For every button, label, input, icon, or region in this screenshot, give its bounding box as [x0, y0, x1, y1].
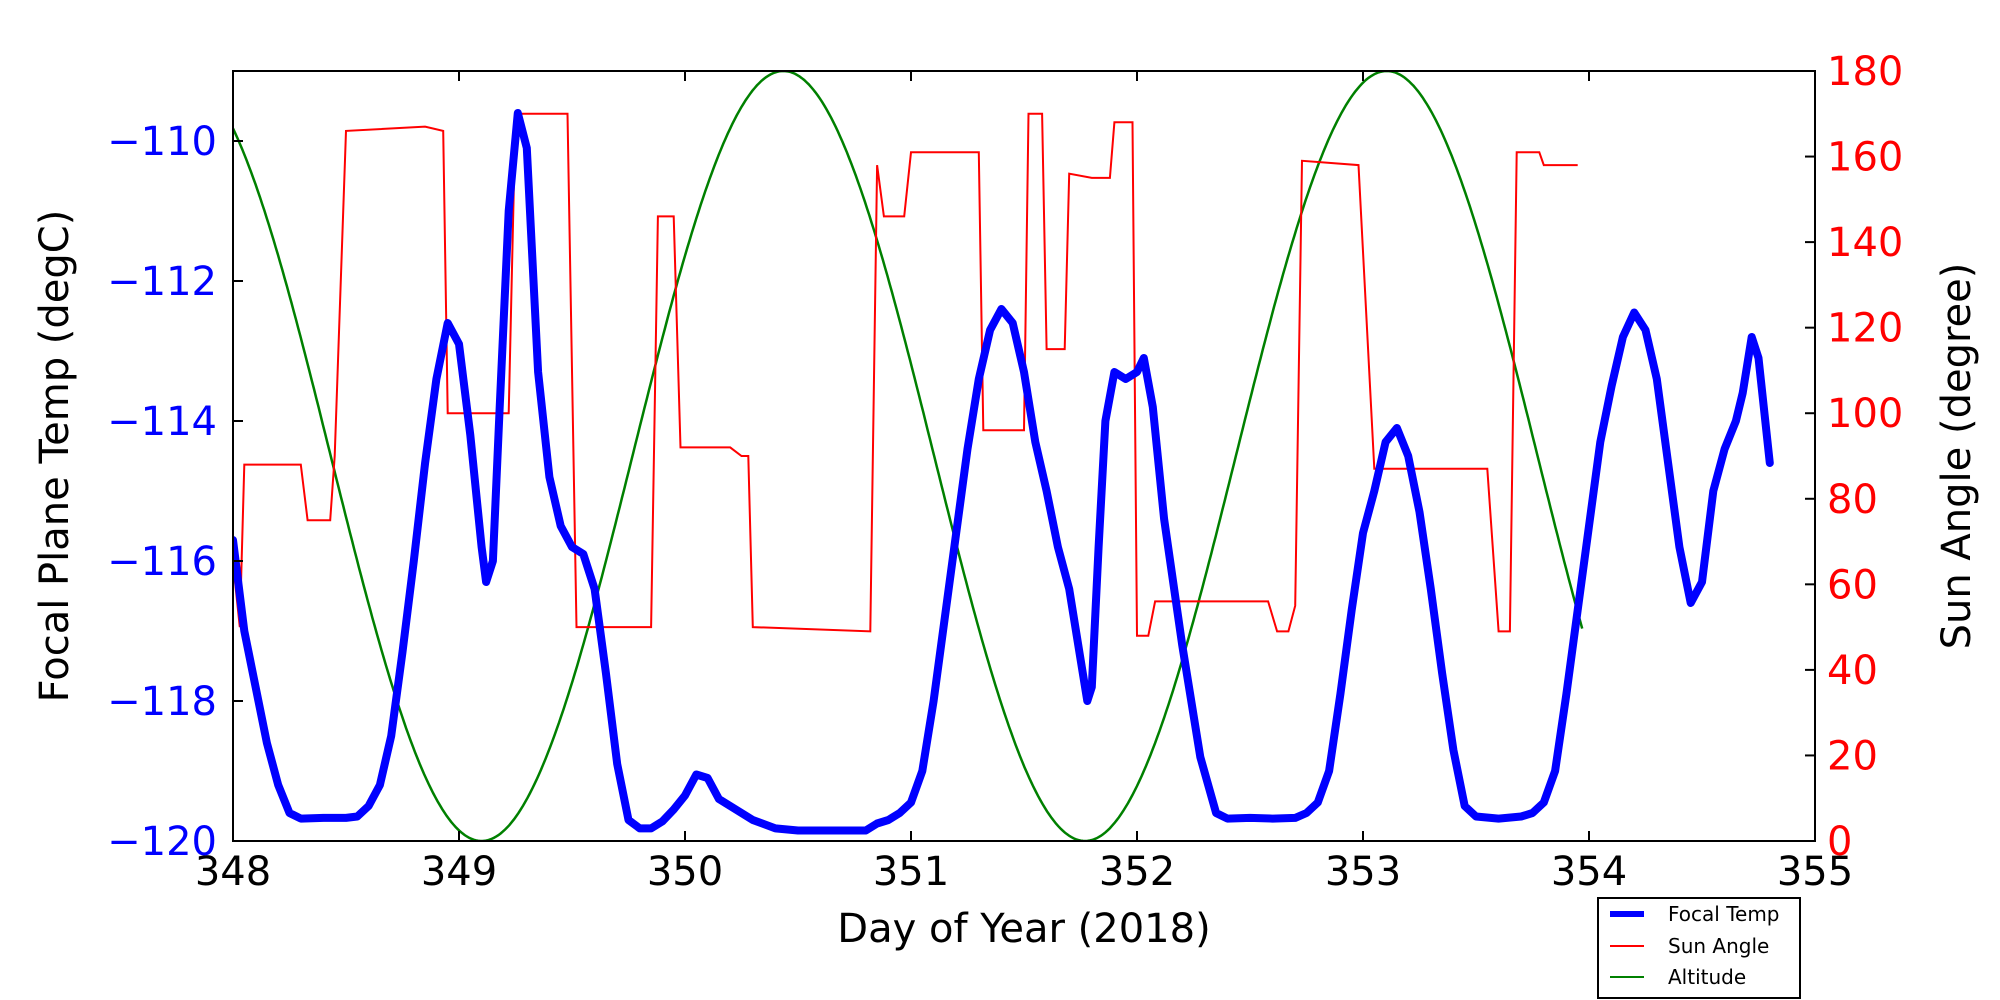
y-right-tick-label: 120	[1827, 306, 1903, 352]
y-left-tick-label: −112	[107, 259, 217, 305]
y-left-tick-label: −120	[107, 819, 217, 865]
y-right-tick-label: 0	[1827, 819, 1852, 865]
legend-label-altitude: Altitude	[1668, 965, 1746, 989]
series-line-sun-angle	[233, 112, 1578, 637]
x-tick-label: 349	[421, 849, 497, 895]
x-tick-label: 353	[1325, 849, 1401, 895]
y-left-tick-label: −114	[107, 399, 217, 445]
legend-box	[1597, 897, 1801, 999]
legend: Focal Temp Sun Angle Altitude	[1597, 897, 1801, 999]
y-right-tick-label: 60	[1827, 562, 1878, 608]
y-right-tick-label: 40	[1827, 648, 1878, 694]
x-tick-label: 352	[1099, 849, 1175, 895]
y-left-tick-label: −110	[107, 119, 217, 165]
x-tick-label: 350	[647, 849, 723, 895]
legend-label-sun-angle: Sun Angle	[1668, 934, 1769, 958]
y-right-tick-label: 100	[1827, 391, 1903, 437]
y-axis-right-label: Sun Angle (degree)	[1934, 263, 1980, 650]
y-axis-left-label: Focal Plane Temp (degC)	[32, 210, 78, 703]
axes-layer: 348 349 350 351 352 353 354 355 −120 −118 −116 −114…	[107, 49, 1903, 895]
y-right-tick-label: 80	[1827, 477, 1878, 523]
x-tick-label: 355	[1777, 849, 1853, 895]
y-right-tick-label: 20	[1827, 733, 1878, 779]
plot-frame	[232, 70, 1816, 842]
y-left-tick-label: −118	[107, 679, 217, 725]
x-tick-label: 351	[873, 849, 949, 895]
y-right-tick-label: 160	[1827, 135, 1903, 181]
x-axis-label: Day of Year (2018)	[837, 906, 1210, 952]
series-line-focal-temp	[233, 109, 1774, 835]
series-line-altitude	[233, 71, 1584, 841]
y-left-tick-label: −116	[107, 539, 217, 585]
x-tick-label: 354	[1551, 849, 1627, 895]
series-layer	[233, 71, 1774, 841]
y-right-tick-label: 180	[1827, 49, 1903, 95]
y-right-tick-label: 140	[1827, 220, 1903, 266]
legend-label-focal-temp: Focal Temp	[1668, 902, 1780, 926]
x-tick-label: 348	[195, 849, 271, 895]
